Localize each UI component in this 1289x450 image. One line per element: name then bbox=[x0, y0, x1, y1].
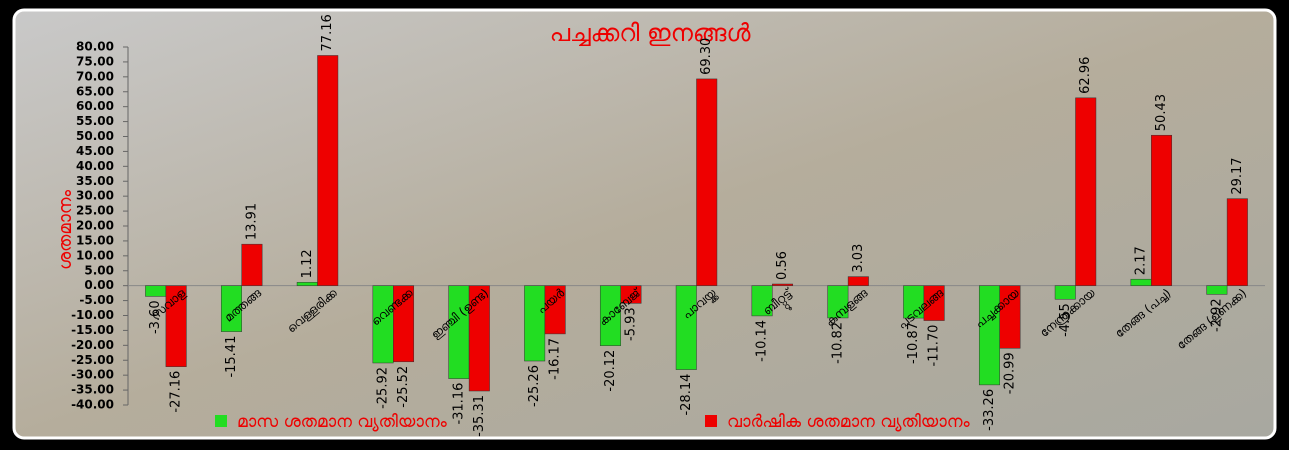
y-tick-label: -10.00 bbox=[71, 308, 114, 322]
data-label: -25.52 bbox=[396, 366, 411, 408]
bar bbox=[524, 286, 544, 361]
data-label: -25.26 bbox=[527, 365, 542, 407]
y-tick-label: 25.00 bbox=[76, 204, 114, 218]
data-label: -35.31 bbox=[472, 395, 487, 437]
y-tick-label: -15.00 bbox=[71, 323, 114, 337]
data-label: -10.87 bbox=[906, 322, 921, 364]
y-tick-label: -25.00 bbox=[71, 353, 114, 367]
y-tick-label: -5.00 bbox=[79, 293, 114, 307]
data-label: -25.92 bbox=[376, 367, 391, 409]
bar bbox=[676, 286, 696, 370]
data-label: -20.12 bbox=[603, 350, 618, 392]
data-label: -20.99 bbox=[1002, 352, 1017, 394]
bar bbox=[297, 282, 317, 285]
data-label: 77.16 bbox=[320, 14, 335, 51]
data-label: -15.41 bbox=[224, 336, 239, 378]
data-label: -31.16 bbox=[451, 383, 466, 425]
bar bbox=[848, 277, 868, 286]
legend-swatch bbox=[215, 415, 227, 427]
y-tick-label: 15.00 bbox=[76, 233, 114, 247]
data-label: 0.56 bbox=[775, 251, 790, 280]
chart: പച്ചക്കറി ഇനങ്ങൾ ശതമാനം -40.00-35.00-30.… bbox=[0, 0, 1289, 450]
data-label: 29.17 bbox=[1230, 157, 1245, 194]
y-tick-label: 0.00 bbox=[84, 278, 114, 292]
data-label: -5.93 bbox=[623, 307, 638, 341]
page: {"chart_data": {"type": "bar", "title": … bbox=[0, 0, 1289, 450]
data-label: 62.96 bbox=[1078, 57, 1093, 94]
bar bbox=[1131, 279, 1151, 285]
data-label: -28.14 bbox=[679, 374, 694, 416]
data-label: 3.03 bbox=[851, 244, 866, 273]
y-tick-label: 30.00 bbox=[76, 189, 114, 203]
data-label: 69.30 bbox=[699, 38, 714, 75]
bar bbox=[697, 79, 717, 286]
y-tick-label: 80.00 bbox=[76, 40, 114, 54]
y-tick-label: 50.00 bbox=[76, 129, 114, 143]
bar bbox=[1076, 98, 1096, 286]
data-label: 50.43 bbox=[1154, 94, 1169, 131]
data-label: -33.26 bbox=[982, 389, 997, 431]
y-tick-label: 20.00 bbox=[76, 219, 114, 233]
y-axis-title: ശതമാനം bbox=[55, 190, 76, 270]
data-label: 13.91 bbox=[244, 203, 259, 240]
data-label: 2.17 bbox=[1134, 246, 1149, 275]
y-tick-label: -35.00 bbox=[71, 383, 114, 397]
y-tick-label: 40.00 bbox=[76, 159, 114, 173]
y-tick-label: 35.00 bbox=[76, 174, 114, 188]
bar bbox=[242, 244, 262, 285]
y-tick-label: -40.00 bbox=[71, 398, 114, 412]
y-tick-label: 60.00 bbox=[76, 99, 114, 113]
bar bbox=[772, 284, 792, 286]
data-label: -10.14 bbox=[755, 320, 770, 362]
y-tick-label: 75.00 bbox=[76, 54, 114, 68]
bar bbox=[1055, 286, 1075, 300]
bar bbox=[318, 55, 338, 285]
data-label: -27.16 bbox=[169, 371, 184, 413]
y-tick-label: -20.00 bbox=[71, 338, 114, 352]
bar bbox=[1227, 199, 1247, 286]
bar bbox=[1151, 135, 1171, 285]
data-label: -11.70 bbox=[927, 325, 942, 367]
data-label: 1.12 bbox=[300, 249, 315, 278]
legend-label: വാർഷിക ശതമാന വ്യതിയാനം bbox=[727, 412, 971, 432]
legend-label: മാസ ശതമാന വ്യതിയാനം bbox=[237, 412, 448, 432]
y-tick-label: 45.00 bbox=[76, 144, 114, 158]
y-tick-label: 55.00 bbox=[76, 114, 114, 128]
y-tick-label: 70.00 bbox=[76, 69, 114, 83]
y-tick-label: -30.00 bbox=[71, 368, 114, 382]
legend-swatch bbox=[705, 415, 717, 427]
y-tick-label: 65.00 bbox=[76, 84, 114, 98]
chart-title: പച്ചക്കറി ഇനങ്ങൾ bbox=[550, 19, 752, 47]
bar bbox=[1207, 286, 1227, 295]
bar bbox=[145, 286, 165, 297]
y-tick-label: 5.00 bbox=[84, 263, 114, 277]
y-tick-label: 10.00 bbox=[76, 248, 114, 262]
data-label: -16.17 bbox=[548, 338, 563, 380]
